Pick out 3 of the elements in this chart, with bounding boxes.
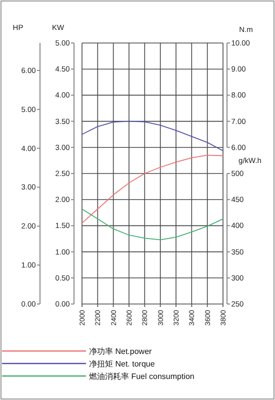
- legend-label: 燃油消耗率 Fuel consumption: [89, 372, 194, 381]
- legend-label: 净功率 Net.power: [89, 347, 152, 356]
- legend-label: 净扭矩 Net. torque: [89, 360, 156, 368]
